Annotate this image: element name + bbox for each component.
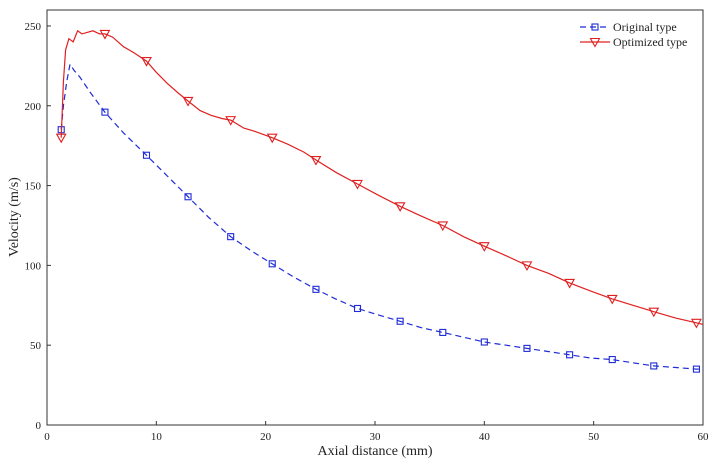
- data-point-marker: [478, 242, 490, 252]
- x-tick-label: 30: [370, 431, 382, 443]
- x-tick-label: 40: [479, 431, 491, 443]
- data-point-marker: [396, 317, 404, 325]
- data-point-marker: [394, 202, 406, 212]
- data-point-marker: [99, 29, 111, 40]
- data-point-marker: [439, 328, 447, 336]
- x-tick-label: 0: [44, 431, 50, 443]
- data-point-marker: [566, 351, 574, 359]
- data-point-marker: [650, 362, 658, 370]
- data-point-marker: [564, 278, 576, 289]
- series-optimized-type: [55, 29, 704, 329]
- y-tick-label: 200: [25, 101, 42, 113]
- data-point-marker: [480, 338, 488, 346]
- legend-label: Original type: [613, 20, 677, 34]
- data-point-marker: [312, 285, 320, 293]
- data-point-marker: [227, 233, 235, 241]
- data-point-marker: [606, 294, 618, 305]
- data-point-marker: [437, 221, 449, 232]
- data-point-marker: [266, 133, 278, 144]
- x-tick-label: 10: [151, 431, 163, 443]
- data-point-marker: [310, 155, 322, 166]
- plot-area: [46, 9, 704, 426]
- y-tick-label: 250: [25, 21, 42, 33]
- data-point-marker: [182, 96, 194, 107]
- y-axis-title: Velocity (m/s): [7, 177, 22, 257]
- data-point-marker: [101, 108, 109, 116]
- data-point-marker: [352, 179, 363, 190]
- data-point-marker: [692, 365, 700, 373]
- data-point-marker: [648, 307, 660, 318]
- legend-label: Optimized type: [613, 35, 687, 49]
- data-point-marker: [353, 304, 362, 313]
- data-point-marker: [225, 116, 237, 126]
- x-tick-label: 50: [588, 431, 600, 443]
- y-tick-label: 150: [25, 181, 42, 193]
- data-point-marker: [608, 356, 616, 364]
- x-axis-ticks: 0 10 20 30 40 50 60: [44, 421, 709, 443]
- x-axis-title: Axial distance (mm): [317, 444, 432, 459]
- series-layer: [55, 29, 704, 373]
- data-point-marker: [268, 260, 276, 268]
- data-point-marker: [184, 193, 192, 201]
- data-point-marker: [523, 344, 531, 352]
- y-axis-ticks: 0 50 100 150 200 250: [25, 21, 51, 432]
- data-point-marker: [142, 151, 151, 159]
- y-tick-label: 100: [25, 260, 42, 272]
- x-tick-label: 20: [260, 431, 272, 443]
- data-point-marker: [690, 318, 702, 329]
- legend-marker: [591, 23, 599, 31]
- data-point-marker: [55, 133, 67, 144]
- y-tick-label: 50: [30, 340, 42, 352]
- legend-marker: [589, 37, 601, 48]
- y-tick-label: 0: [36, 420, 42, 432]
- series-line: [60, 62, 703, 370]
- data-point-marker: [521, 261, 533, 272]
- x-tick-label: 60: [698, 431, 710, 443]
- data-point-marker: [141, 57, 152, 67]
- series-line: [60, 29, 704, 325]
